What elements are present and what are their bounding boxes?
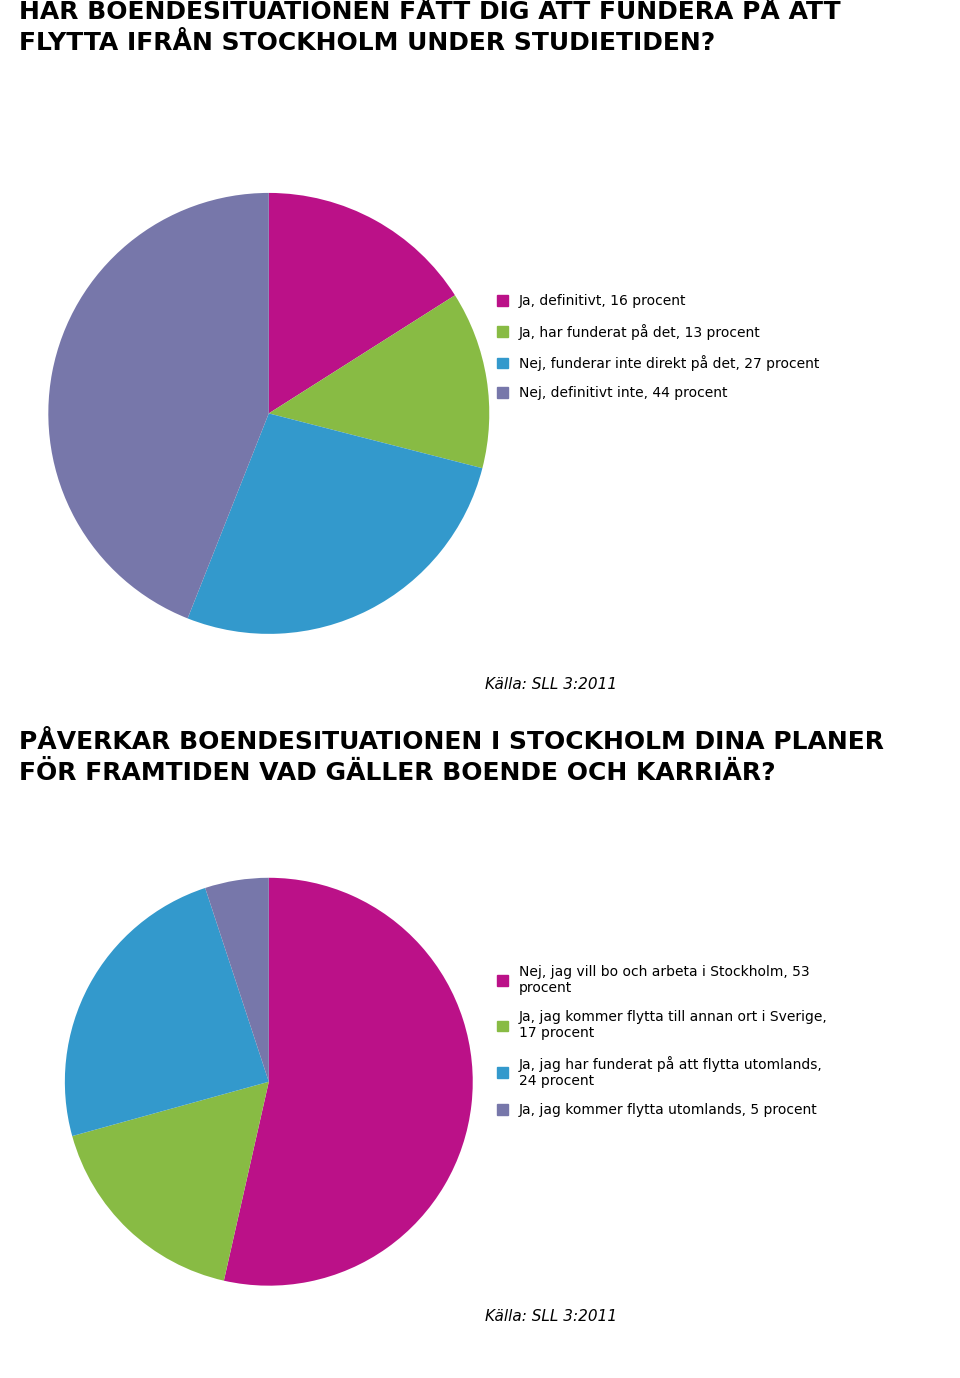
Wedge shape bbox=[65, 887, 269, 1135]
Wedge shape bbox=[269, 295, 490, 469]
Wedge shape bbox=[224, 878, 472, 1286]
Legend: Ja, definitivt, 16 procent, Ja, har funderat på det, 13 procent, Nej, funderar i: Ja, definitivt, 16 procent, Ja, har fund… bbox=[496, 295, 819, 400]
Text: PÅVERKAR BOENDESITUATIONEN I STOCKHOLM DINA PLANER
FÖR FRAMTIDEN VAD GÄLLER BOEN: PÅVERKAR BOENDESITUATIONEN I STOCKHOLM D… bbox=[19, 730, 884, 785]
Wedge shape bbox=[72, 1082, 269, 1280]
Text: HAR BOENDESITUATIONEN FÅTT DIG ATT FUNDERA PÅ ATT
FLYTTA IFRÅN STOCKHOLM UNDER S: HAR BOENDESITUATIONEN FÅTT DIG ATT FUNDE… bbox=[19, 0, 841, 55]
Wedge shape bbox=[187, 413, 482, 634]
Legend: Nej, jag vill bo och arbeta i Stockholm, 53
procent, Ja, jag kommer flytta till : Nej, jag vill bo och arbeta i Stockholm,… bbox=[496, 965, 828, 1118]
Text: Källa: SLL 3:2011: Källa: SLL 3:2011 bbox=[485, 677, 617, 692]
Wedge shape bbox=[48, 193, 269, 619]
Wedge shape bbox=[269, 193, 455, 413]
Wedge shape bbox=[205, 878, 269, 1082]
Text: Källa: SLL 3:2011: Källa: SLL 3:2011 bbox=[485, 1309, 617, 1324]
